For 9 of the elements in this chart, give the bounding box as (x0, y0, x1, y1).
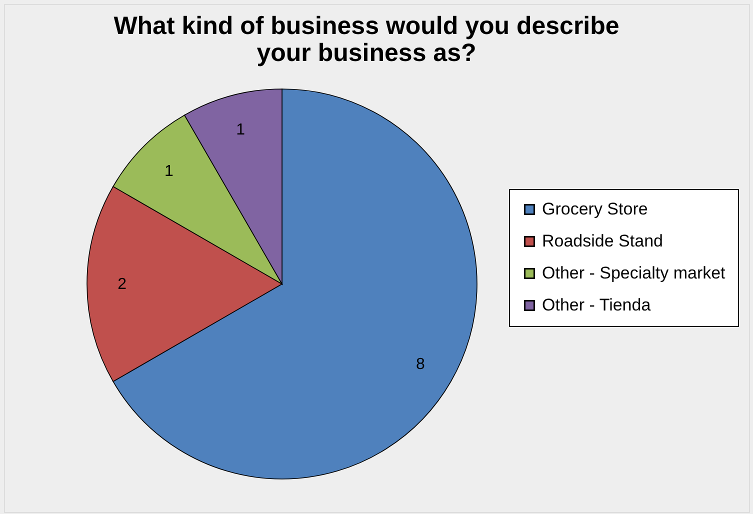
data-label: 1 (236, 122, 246, 139)
legend-label: Other - Specialty market (542, 264, 726, 282)
legend-label: Grocery Store (542, 200, 648, 218)
chart-title: What kind of business would you describe your business as? (114, 12, 620, 67)
data-label: 1 (164, 162, 174, 180)
data-label: 2 (118, 276, 127, 293)
legend-label: Roadside Stand (542, 232, 663, 250)
legend-label: Other - Tienda (542, 296, 652, 314)
data-label: 8 (416, 356, 426, 373)
